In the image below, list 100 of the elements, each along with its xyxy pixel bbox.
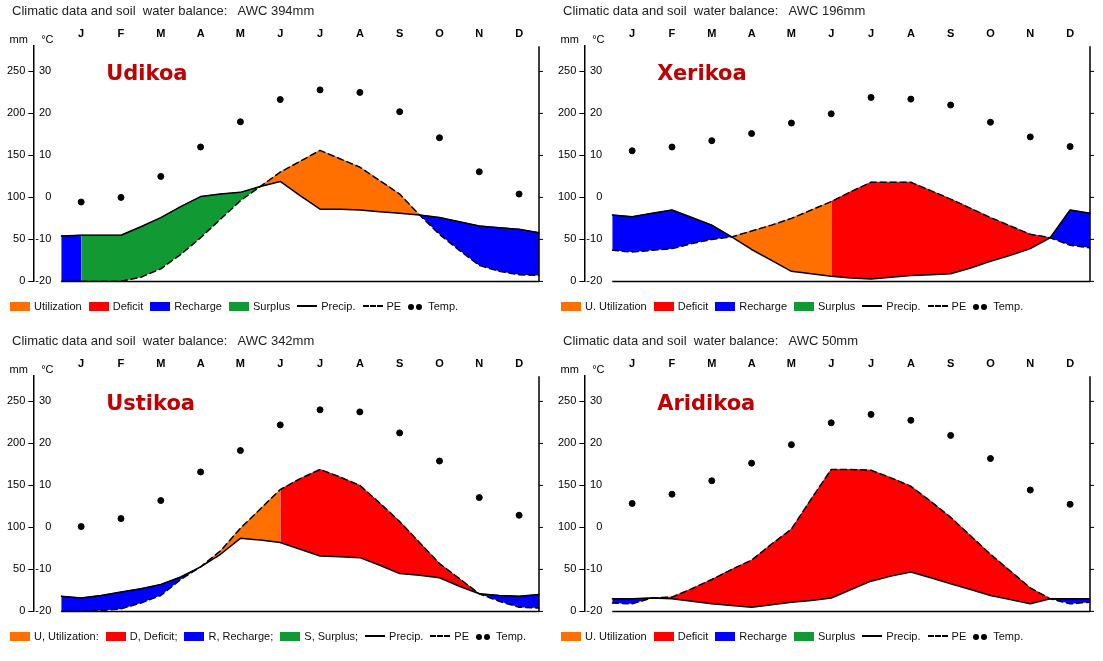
point [947, 101, 955, 109]
point [276, 421, 284, 429]
y2-axis-title: °C [592, 362, 605, 375]
y2-tick-label: -20 [586, 604, 603, 617]
point [396, 108, 404, 116]
y2-tick-label: 10 [590, 478, 603, 491]
y2-tick-label: -10 [35, 232, 52, 245]
x-tick-label: J [629, 356, 636, 369]
y2-tick-label: 20 [39, 106, 52, 119]
y2-axis-title: °C [41, 362, 54, 375]
y-tick-label: 200 [6, 436, 26, 449]
legend-label: Precip. [389, 630, 424, 642]
x-tick-label: J [78, 356, 85, 369]
point [515, 511, 523, 519]
x-tick-label: D [515, 26, 524, 39]
x-tick-label: S [946, 356, 955, 369]
legend-label: U. Utilization [585, 630, 647, 642]
x-tick-label: A [196, 26, 205, 39]
x-tick-label: M [235, 356, 245, 369]
chart-title: Climatic data and soil water balance: AWC 342mm [11, 332, 316, 349]
x-tick-label: M [707, 356, 717, 369]
x-tick-label: D [1066, 356, 1075, 369]
point [628, 147, 636, 155]
x-tick-label: J [277, 356, 284, 369]
y-tick-label: 100 [557, 190, 577, 203]
point [986, 455, 994, 463]
x-tick-label: O [435, 26, 445, 39]
point [197, 468, 205, 476]
y2-tick-label: 20 [39, 436, 52, 449]
legend-label: Recharge [174, 300, 222, 312]
legend-label: Recharge [739, 300, 788, 312]
x-tick-label: J [316, 26, 324, 39]
point [77, 523, 85, 531]
point [157, 172, 165, 180]
x-tick-label: M [235, 26, 245, 39]
y2-tick-label: 10 [39, 148, 52, 161]
point [435, 134, 443, 142]
legend-label: R, Recharge; [208, 630, 274, 642]
legend-label: PE [951, 300, 967, 312]
x-tick-label: M [707, 26, 717, 39]
y2-tick-label: -10 [586, 562, 603, 575]
y-tick-label: 100 [557, 520, 577, 533]
y-tick-label: 0 [570, 604, 577, 617]
x-tick-label: J [277, 26, 284, 39]
point [475, 168, 483, 176]
point [117, 193, 125, 201]
point [117, 515, 125, 523]
y2-tick-label: 0 [45, 520, 52, 533]
legend-label: Surplus [818, 630, 856, 642]
legend-label: PE [951, 630, 967, 642]
y-tick-label: 0 [19, 274, 26, 287]
point [77, 198, 85, 206]
chart-title: Climatic data and soil water balance: AWC 394mm [11, 2, 316, 19]
y2-tick-label: 0 [596, 520, 603, 533]
y-tick-label: 200 [6, 106, 26, 119]
x-tick-label: O [986, 26, 996, 39]
x-tick-label: A [906, 356, 915, 369]
legend-label: Deficit [677, 300, 709, 312]
x-tick-label: N [475, 26, 484, 39]
point [907, 95, 915, 103]
point [316, 86, 324, 94]
x-tick-label: M [156, 356, 166, 369]
y2-tick-label: 30 [39, 64, 52, 77]
annotation: Aridikoa [657, 391, 756, 416]
y2-tick-label: 20 [590, 106, 603, 119]
legend-label: D, Deficit; [129, 630, 178, 642]
y-tick-label: 200 [557, 106, 577, 119]
y-axis-title: mm [9, 32, 28, 45]
legend-label: Surplus [252, 300, 291, 312]
point [356, 88, 364, 96]
x-tick-label: J [867, 356, 875, 369]
x-tick-label: F [117, 356, 125, 369]
y-tick-label: 0 [570, 274, 577, 287]
x-tick-label: S [395, 26, 404, 39]
legend-label: Precip. [321, 300, 356, 312]
x-tick-label: M [156, 26, 166, 39]
y-tick-label: 150 [557, 148, 577, 161]
x-tick-label: A [196, 356, 205, 369]
y-tick-label: 50 [13, 562, 26, 575]
point [748, 130, 756, 138]
legend-label: Deficit [112, 300, 144, 312]
x-tick-label: M [786, 26, 796, 39]
y2-tick-label: 30 [590, 64, 603, 77]
y-tick-label: 250 [6, 64, 26, 77]
y-axis-title: mm [9, 362, 28, 375]
x-tick-label: N [1026, 356, 1035, 369]
y-tick-label: 250 [557, 64, 577, 77]
x-tick-label: J [828, 26, 835, 39]
point [787, 119, 795, 127]
legend-label: Temp. [993, 300, 1024, 312]
legend-label: Recharge [739, 630, 788, 642]
point [435, 457, 443, 465]
y2-tick-label: 30 [39, 394, 52, 407]
point [197, 143, 205, 151]
point [236, 118, 244, 126]
y2-tick-label: 20 [590, 436, 603, 449]
x-tick-label: D [515, 356, 524, 369]
legend-label: Temp. [428, 300, 459, 312]
x-tick-label: M [786, 356, 796, 369]
y2-tick-label: 10 [39, 478, 52, 491]
